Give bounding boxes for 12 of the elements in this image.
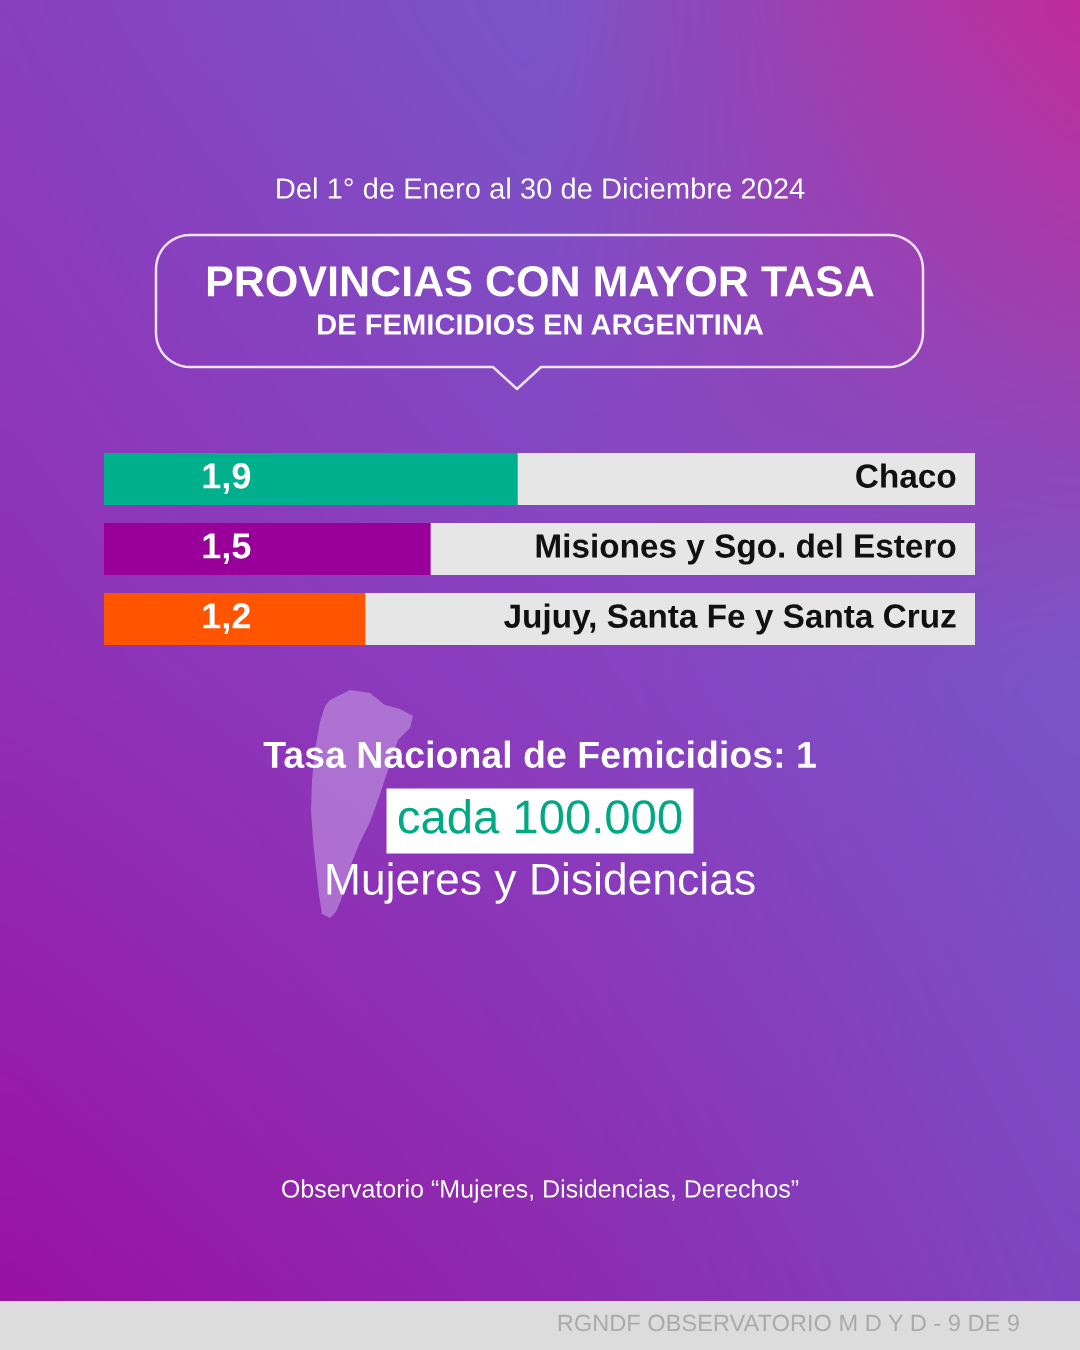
y-tick-label: Jujuy, Santa Fe y Santa Cruz	[504, 603, 956, 635]
text: Observatorio “Mujeres, Disidencias, Derechos”	[282, 1179, 799, 1203]
data-label: 1,5	[203, 533, 251, 564]
y-tick-label: Misiones y Sgo. del Estero	[536, 533, 956, 565]
data-label: 1,9	[203, 463, 251, 494]
chart-subtitle: Del 1° de Enero al 30 de Diciembre 2024	[277, 177, 805, 199]
text: Mujeres y Disidencias	[327, 862, 755, 904]
text: Tasa Nacional de Femicidios: 1	[263, 740, 816, 769]
data-label: 1,2	[203, 603, 250, 634]
chart-title: PROVINCIAS CON MAYOR TASA DE FEMICIDIOS EN ARGENTINA	[207, 266, 874, 335]
text: cada 100.000	[398, 798, 682, 834]
y-tick-label: Chaco	[856, 463, 956, 488]
